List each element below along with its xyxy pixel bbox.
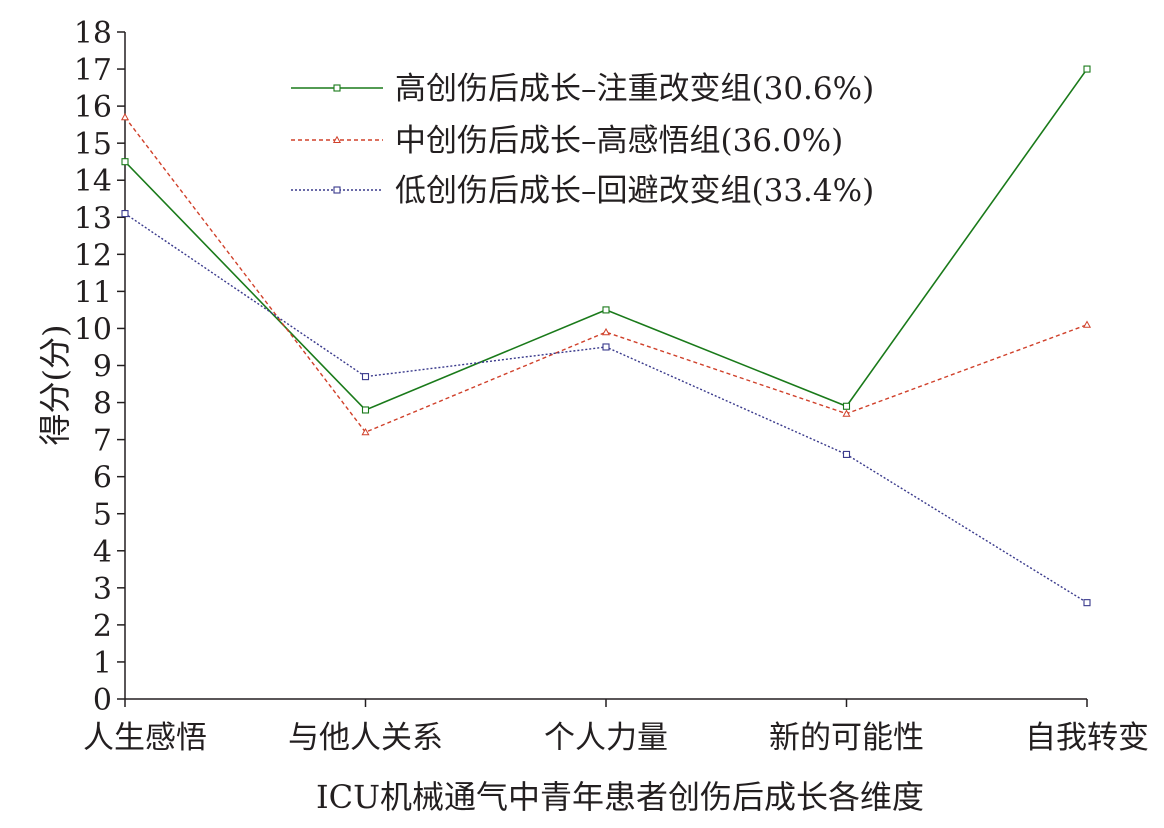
legend-item: 低创伤后成长–回避改变组(33.4%): [291, 173, 874, 209]
y-tick-label: 1: [93, 646, 112, 681]
x-tick-label: 个人力量: [544, 720, 668, 756]
series-3: [121, 210, 1091, 607]
data-point: [121, 158, 129, 166]
data-point: [602, 343, 610, 351]
x-tick-label: 人生感悟: [83, 720, 207, 756]
legend-label: 中创伤后成长–高感悟组(36.0%): [395, 123, 843, 159]
data-point: [842, 409, 851, 417]
legend-swatch-marker: [333, 186, 341, 194]
data-point: [842, 402, 851, 410]
data-point: [361, 427, 370, 436]
y-tick-label: 11: [74, 275, 112, 310]
y-tick-label: 14: [74, 164, 112, 199]
data-point: [602, 306, 610, 314]
series-2: [120, 112, 1092, 436]
data-point: [120, 112, 130, 121]
series-group: [120, 65, 1092, 607]
legend-swatch-marker: [332, 135, 342, 144]
data-point: [361, 406, 370, 414]
series-line: [124, 116, 1088, 434]
y-tick-label: 4: [93, 535, 112, 570]
series-1: [121, 65, 1091, 414]
y-tick-label: 0: [93, 683, 112, 718]
y-tick-label: 7: [93, 424, 112, 459]
x-axis-title: ICU机械通气中青年患者创伤后成长各维度: [316, 778, 924, 816]
y-tick-label: 8: [93, 387, 112, 422]
legend-item: 高创伤后成长–注重改变组(30.6%): [291, 71, 874, 107]
legend-swatch-marker: [333, 84, 341, 92]
y-tick-label: 9: [93, 350, 112, 385]
y-tick-label: 18: [74, 16, 112, 51]
series-line: [124, 68, 1088, 411]
data-point: [842, 450, 851, 458]
y-tick-label: 5: [93, 498, 112, 533]
data-point: [601, 327, 611, 336]
y-axis-title: 得分(分): [36, 325, 74, 446]
legend-label: 低创伤后成长–回避改变组(33.4%): [395, 173, 874, 209]
y-tick-label: 16: [74, 90, 112, 125]
y-tick-label: 15: [74, 127, 112, 162]
legend-label: 高创伤后成长–注重改变组(30.6%): [395, 71, 874, 107]
y-tick-label: 17: [74, 53, 112, 88]
legend-item: 中创伤后成长–高感悟组(36.0%): [291, 123, 843, 159]
y-tick-label: 2: [93, 609, 112, 644]
x-tick-label: 新的可能性: [769, 720, 924, 756]
x-tick-label: 与他人关系: [288, 720, 443, 756]
y-tick-label: 13: [74, 201, 112, 236]
data-point: [1083, 65, 1091, 73]
data-point: [1082, 320, 1092, 328]
legend: 高创伤后成长–注重改变组(30.6%) 中创伤后成长–高感悟组(36.0%) 低创伤…: [291, 71, 874, 209]
y-tick-label: 3: [93, 572, 112, 607]
x-tick-label: 自我转变: [1025, 720, 1149, 756]
y-tick-label: 6: [93, 461, 112, 496]
data-point: [121, 210, 129, 218]
y-tick-label: 10: [74, 312, 112, 347]
data-point: [1083, 599, 1091, 607]
data-point: [361, 373, 370, 381]
y-tick-label: 12: [74, 238, 112, 273]
